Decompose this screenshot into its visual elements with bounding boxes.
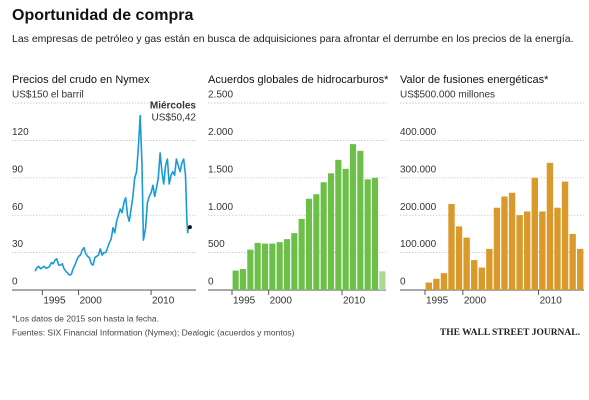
bar: [455, 226, 463, 290]
panel-title: Valor de fusiones energéticas*: [400, 74, 549, 86]
y-tick-label: 30: [12, 239, 24, 250]
y-tick-label: 2.500: [208, 90, 233, 101]
y-tick-label: 500: [208, 239, 225, 250]
bar: [433, 278, 440, 290]
publisher: THE WALL STREET JOURNAL.: [440, 328, 580, 338]
bar: [239, 269, 247, 290]
y-tick-label: 90: [12, 164, 24, 175]
x-tick-label: 2000: [464, 296, 487, 307]
footnote: *Los datos de 2015 son hasta la fecha.: [12, 313, 159, 323]
y-tick-label: 400.000: [400, 127, 437, 138]
x-tick-label: 2010: [152, 296, 175, 307]
y-tick-label: 0: [12, 277, 18, 288]
bar: [478, 267, 485, 290]
y-tick-label: US$500.000 millones: [400, 90, 495, 101]
bar: [342, 168, 349, 290]
bar: [371, 177, 379, 290]
bar: [298, 218, 305, 290]
x-tick-label: 2010: [540, 296, 563, 307]
bar: [561, 181, 569, 290]
end-dot: [187, 225, 192, 230]
x-tick-label: 2000: [80, 296, 103, 307]
bar: [531, 177, 538, 290]
y-tick-label: 100.000: [400, 239, 437, 250]
x-tick-label: 2000: [270, 296, 293, 307]
y-tick-label: 0: [208, 277, 214, 288]
bar: [577, 248, 584, 290]
y-tick-label: 120: [12, 127, 29, 138]
bar: [247, 249, 254, 290]
title: Oportunidad de compra: [12, 7, 193, 24]
subtitle: Las empresas de petróleo y gas están en …: [12, 33, 574, 45]
y-tick-label: 1.000: [208, 202, 233, 213]
bar: [539, 211, 546, 290]
bar: [254, 242, 261, 290]
panel-title: Acuerdos globales de hidrocarburos*: [208, 74, 389, 86]
panel-title: Precios del crudo en Nymex: [12, 74, 150, 86]
bar: [501, 196, 508, 290]
bar: [524, 211, 531, 290]
annotation: US$50,42: [152, 113, 197, 124]
bar: [364, 179, 371, 290]
bar: [305, 198, 313, 290]
bar: [313, 194, 320, 290]
bar: [291, 233, 298, 290]
bar: [440, 273, 448, 290]
bar: [261, 243, 269, 290]
bar: [516, 215, 523, 290]
bar: [486, 248, 493, 290]
x-tick-label: 1995: [43, 296, 66, 307]
bar: [569, 233, 576, 290]
bar: [425, 282, 432, 290]
bar: [379, 271, 386, 290]
bar: [463, 237, 470, 290]
bar: [269, 243, 276, 290]
x-tick-label: 2010: [343, 296, 366, 307]
y-tick-label: US$150 el barril: [12, 90, 84, 101]
bar: [471, 260, 478, 290]
y-tick-label: 300.000: [400, 164, 437, 175]
bar: [508, 192, 516, 290]
x-tick-label: 1995: [233, 296, 256, 307]
y-tick-label: 200.000: [400, 202, 437, 213]
y-tick-label: 60: [12, 202, 24, 213]
bar: [283, 239, 291, 290]
bar: [232, 270, 239, 290]
bar: [335, 159, 342, 290]
annotation: Miércoles: [150, 101, 197, 112]
bar: [320, 182, 327, 290]
x-tick-label: 1995: [426, 296, 449, 307]
bar: [327, 173, 335, 290]
y-tick-label: 0: [400, 277, 406, 288]
bar: [349, 144, 357, 290]
source: Fuentes: SIX Financial Information (Nyme…: [12, 327, 295, 337]
bar: [554, 207, 561, 290]
bar: [448, 203, 455, 290]
bar: [493, 207, 501, 290]
y-tick-label: 2.000: [208, 127, 233, 138]
price-line: [34, 114, 190, 276]
bar: [276, 242, 283, 290]
y-tick-label: 1.500: [208, 164, 233, 175]
bar: [546, 162, 554, 290]
bar: [357, 150, 364, 290]
